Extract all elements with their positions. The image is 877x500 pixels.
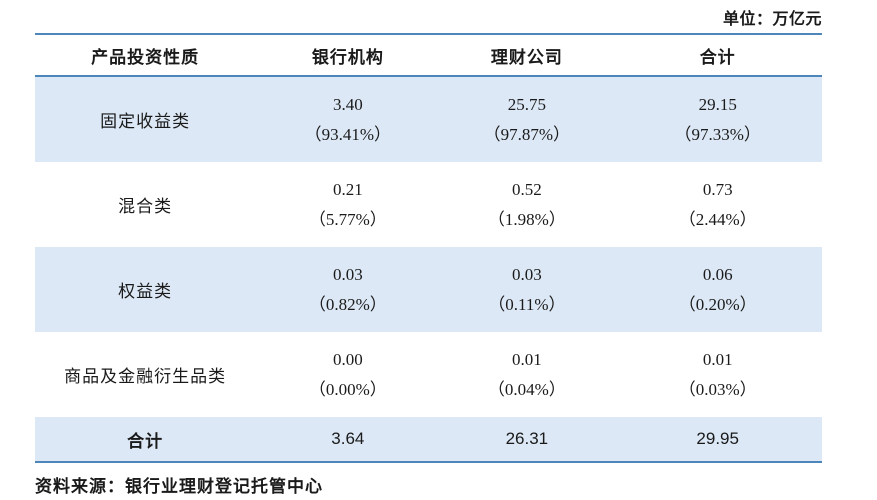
cell-value: 0.21 [332, 180, 363, 199]
cell-percentage: （0.03%） [678, 380, 757, 399]
cell-percentage: （0.04%） [487, 380, 566, 399]
table-row-fixed-income: 固定收益类 3.40 （93.41%） 25.75 （97.87%） 29.15… [35, 77, 822, 162]
cell-percentage: （97.33%） [674, 125, 761, 144]
cell-percentage: （0.20%） [678, 295, 757, 314]
value-cell: 0.03 （0.82%） [255, 247, 440, 332]
value-cell: 0.73 （2.44%） [613, 162, 822, 247]
total-value: 29.95 [696, 429, 739, 448]
cell-percentage: （1.98%） [487, 210, 566, 229]
header-product-nature: 产品投资性质 [91, 47, 200, 67]
cell-value: 0.01 [702, 350, 733, 369]
cell-value: 29.15 [698, 95, 737, 114]
cell-value: 0.03 [332, 265, 363, 284]
cell-percentage: （93.41%） [304, 125, 392, 144]
value-cell: 0.00 （0.00%） [255, 332, 440, 417]
value-cell: 29.15 （97.33%） [613, 77, 822, 162]
unit-note: 单位：万亿元 [722, 11, 822, 28]
cell-percentage: （97.87%） [483, 125, 571, 144]
table-header-row: 产品投资性质 银行机构 理财公司 合计 [35, 35, 822, 77]
cell-value: 25.75 [507, 95, 546, 114]
cell-percentage: （5.77%） [308, 210, 387, 229]
source-note: 资料来源：银行业理财登记托管中心 [35, 477, 323, 496]
value-cell: 0.06 （0.20%） [613, 247, 822, 332]
table-total-row: 合计 3.64 26.31 29.95 [35, 417, 822, 461]
header-wealth-management-companies: 理财公司 [490, 47, 563, 67]
value-cell: 0.01 （0.04%） [440, 332, 613, 417]
value-cell: 0.03 （0.11%） [440, 247, 613, 332]
total-value: 3.64 [331, 429, 365, 448]
cell-value: 0.52 [511, 180, 542, 199]
cell-value: 0.06 [702, 265, 733, 284]
total-row-label: 合计 [127, 431, 164, 451]
table-row-equity: 权益类 0.03 （0.82%） 0.03 （0.11%） 0.06 （0.20… [35, 247, 822, 332]
header-banking-institutions: 银行机构 [311, 47, 384, 67]
cell-percentage: （0.00%） [308, 380, 387, 399]
row-label: 混合类 [118, 197, 173, 216]
header-total: 合计 [699, 47, 736, 67]
row-label: 固定收益类 [100, 112, 191, 131]
cell-value: 0.00 [332, 350, 363, 369]
cell-value: 3.40 [332, 95, 363, 114]
value-cell: 3.40 （93.41%） [255, 77, 440, 162]
table-row-commodities-derivatives: 商品及金融衍生品类 0.00 （0.00%） 0.01 （0.04%） 0.01… [35, 332, 822, 417]
cell-value: 0.01 [511, 350, 542, 369]
value-cell: 0.52 （1.98%） [440, 162, 613, 247]
value-cell: 25.75 （97.87%） [440, 77, 613, 162]
cell-percentage: （2.44%） [678, 210, 757, 229]
row-label: 权益类 [118, 282, 173, 301]
cell-percentage: （0.82%） [308, 295, 387, 314]
total-value: 26.31 [505, 429, 549, 448]
value-cell: 0.01 （0.03%） [613, 332, 822, 417]
cell-value: 0.73 [702, 180, 733, 199]
table-row-mixed: 混合类 0.21 （5.77%） 0.52 （1.98%） 0.73 （2.44… [35, 162, 822, 247]
product-allocation-table: 产品投资性质 银行机构 理财公司 合计 固定收益类 3.40 （93.41%） … [35, 33, 822, 463]
value-cell: 0.21 （5.77%） [255, 162, 440, 247]
cell-value: 0.03 [511, 265, 542, 284]
cell-percentage: （0.11%） [488, 295, 566, 314]
row-label: 商品及金融衍生品类 [64, 367, 227, 386]
